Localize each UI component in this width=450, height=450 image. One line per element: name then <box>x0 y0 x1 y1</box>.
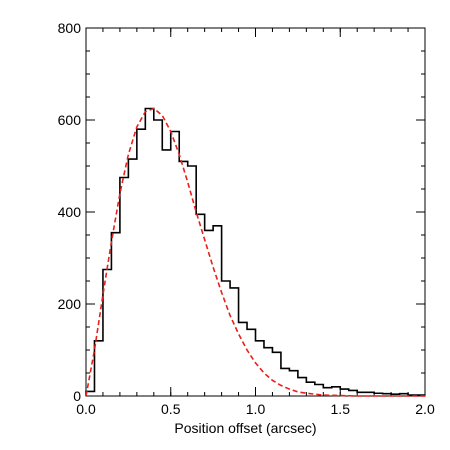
tick-labels: 0.0 0.5 1.0 1.5 2.0 0 200 400 600 800 <box>58 20 435 417</box>
y-tick-label: 600 <box>58 112 82 128</box>
x-axis-label: Position offset (arcsec) <box>174 420 316 436</box>
x-tick-label: 0.5 <box>161 401 181 417</box>
y-tick-label: 800 <box>58 20 82 36</box>
x-tick-label: 1.0 <box>246 401 266 417</box>
x-tick-label: 0.0 <box>76 401 96 417</box>
histogram-series <box>85 107 425 396</box>
axis-ticks <box>85 27 426 397</box>
y-tick-label: 200 <box>58 296 82 312</box>
y-tick-label: 0 <box>73 388 81 404</box>
x-tick-label: 1.5 <box>331 401 351 417</box>
fit-curve-series <box>85 107 425 397</box>
x-tick-label: 2.0 <box>415 401 435 417</box>
y-tick-label: 400 <box>58 204 82 220</box>
